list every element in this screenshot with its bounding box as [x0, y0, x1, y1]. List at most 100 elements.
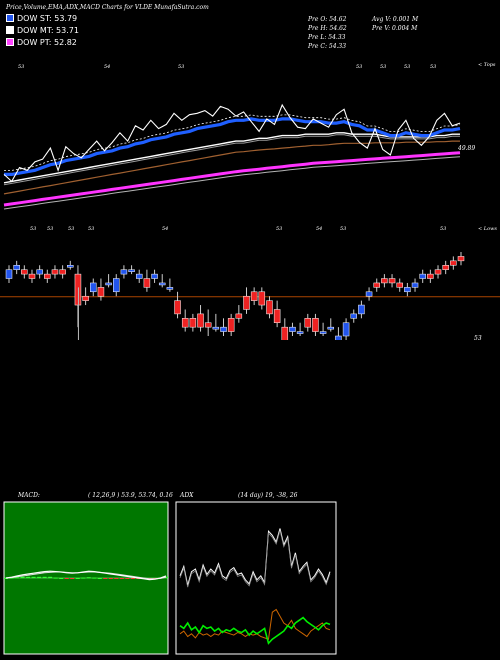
ema-very-long-line	[3, 151, 461, 207]
candle-body	[120, 269, 128, 275]
candle-body	[373, 282, 380, 288]
macd-histogram-bar	[48, 576, 53, 578]
candle-price-label: 54	[316, 226, 323, 232]
adx-line	[179, 528, 331, 586]
prev-stats: Pre O: 54.62 Pre H: 54.62 Pre L: 54.33 P…	[308, 16, 347, 52]
volume-stats: Avg V: 0.001 M Pre V: 0.004 M	[372, 16, 418, 34]
ema-very-long-shadow-line	[3, 156, 461, 210]
candle-price-label: 53	[30, 226, 37, 232]
adx-values: (14 day) 19, -38, 26	[238, 492, 298, 499]
top-price-label: 54	[104, 64, 111, 70]
macd-histogram-bar	[20, 576, 25, 578]
macd-histogram-bar	[75, 578, 80, 579]
top-price-label: 53	[18, 64, 25, 70]
top-price-label: 53	[430, 64, 437, 70]
candle-body	[113, 278, 120, 293]
stat-high: Pre H: 54.62	[308, 25, 347, 32]
candle-body	[327, 326, 335, 330]
macd-histogram-bar	[103, 578, 108, 579]
macd-histogram-bar	[81, 577, 86, 579]
macd-histogram-bar	[37, 576, 42, 578]
candle-body	[381, 278, 388, 284]
adx-title: ADX	[180, 492, 194, 499]
candle-body	[189, 318, 197, 328]
top-price-label: 53	[380, 64, 387, 70]
candle-body	[227, 318, 235, 332]
candle-price-label: 53	[340, 226, 347, 232]
candle-body	[59, 269, 66, 275]
candle-body	[281, 326, 289, 340]
macd-histogram-bar	[15, 577, 20, 579]
macd-histogram-bar	[59, 578, 64, 579]
ema-short-line	[4, 117, 461, 176]
stat-low: Pre L: 54.33	[308, 34, 346, 41]
candle-body	[151, 273, 158, 279]
macd-histogram-bar	[119, 578, 124, 579]
macd-histogram-bar	[4, 578, 8, 579]
candle-body	[197, 313, 204, 328]
candle-body	[250, 291, 258, 301]
candle-body	[396, 282, 403, 288]
macd-histogram-bar	[31, 576, 36, 578]
candle-body	[358, 304, 365, 315]
candle-body	[304, 318, 312, 328]
macd-histogram-bar	[130, 578, 135, 579]
candle-body	[350, 313, 357, 319]
stat-open: Pre O: 54.62	[308, 16, 347, 23]
candle-body	[212, 326, 220, 330]
candle-body	[97, 287, 105, 297]
candle-body	[220, 326, 227, 332]
legend-item-dow-pt: DOW PT: 52.82	[6, 38, 79, 50]
candle-body	[143, 278, 151, 288]
candle-body	[404, 287, 411, 293]
stat-close: Pre C: 54.33	[308, 43, 347, 50]
candle-body	[342, 322, 350, 337]
macd-histogram-bar	[42, 576, 47, 578]
candle-body	[67, 265, 74, 268]
macd-histogram-bar	[108, 578, 113, 579]
candle-price-label: 53	[47, 226, 54, 232]
adx-shadow-line	[179, 530, 331, 588]
legend: DOW ST: 53.79 DOW MT: 53.71 DOW PT: 52.8…	[6, 14, 79, 50]
candle-body	[388, 278, 396, 284]
legend-swatch-icon	[6, 26, 14, 34]
macd-histogram-bar	[26, 576, 31, 578]
candle-body	[411, 282, 419, 288]
chart-title: Price,Volume,EMA,ADX,MACD Charts for VLD…	[6, 4, 209, 11]
candle-body	[289, 326, 296, 332]
candle-body	[419, 273, 426, 279]
macd-histogram-bar	[53, 577, 58, 579]
candle-body	[13, 265, 20, 270]
macd-histogram-bar	[64, 578, 69, 579]
candle-body	[457, 256, 465, 262]
candle-body	[158, 282, 166, 286]
candle-body	[181, 318, 189, 328]
candle-body	[258, 291, 266, 306]
adx-minus-di-line	[179, 608, 331, 640]
candle-body	[335, 335, 342, 340]
candle-body	[82, 295, 89, 301]
candle-body	[105, 282, 112, 286]
candle-body	[434, 269, 442, 275]
candle-body	[5, 269, 13, 279]
macd-histogram-bar	[97, 578, 102, 579]
legend-swatch-icon	[6, 38, 14, 46]
stat-prev-volume: Pre V: 0.004 M	[372, 25, 418, 32]
macd-histogram-bar	[92, 577, 97, 579]
macd-title: MACD:	[18, 492, 40, 499]
candle-body	[36, 269, 43, 275]
candle-body	[442, 265, 449, 270]
macd-values: ( 12,26,9 ) 53.9, 53.74, 0.16	[88, 492, 173, 499]
tops-label: < Tops	[478, 62, 496, 68]
candle-body	[427, 273, 434, 279]
candle-body	[319, 331, 327, 334]
legend-item-dow-mt: DOW MT: 53.71	[6, 26, 79, 38]
macd-histogram-bar	[125, 578, 130, 579]
macd-line	[5, 570, 167, 581]
macd-histogram-bar	[70, 578, 75, 579]
lows-label: < Lows	[478, 226, 497, 232]
candle-price-label: 54	[162, 226, 169, 232]
ema-long-line	[3, 140, 460, 195]
